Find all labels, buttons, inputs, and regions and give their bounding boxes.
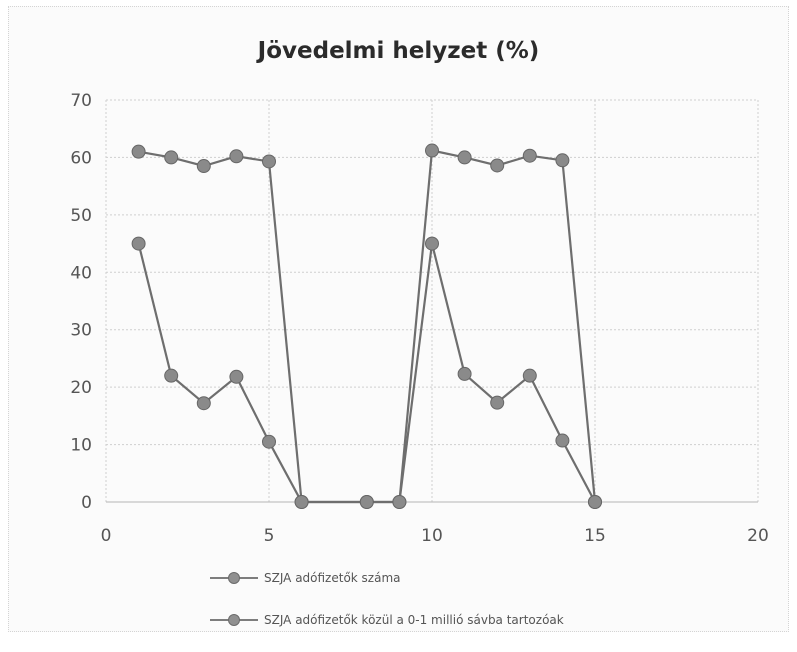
legend: SZJA adófizetők száma SZJA adófizetők kö… xyxy=(210,568,564,652)
data-point-series-2 xyxy=(262,434,276,449)
data-point-series-2 xyxy=(131,236,146,251)
data-point-series-1 xyxy=(229,149,244,164)
data-point-series-2 xyxy=(164,368,179,383)
legend-label-series-2: SZJA adófizetők közül a 0-1 millió sávba… xyxy=(264,613,564,627)
series-line-2 xyxy=(137,243,596,504)
y-tick-label: 60 xyxy=(70,148,92,168)
data-point-series-2 xyxy=(555,433,570,448)
data-point-series-2 xyxy=(425,236,439,251)
x-tick-label: 15 xyxy=(584,526,606,546)
legend-item-series-2: SZJA adófizetők közül a 0-1 millió sávba… xyxy=(210,610,564,630)
data-point-series-1 xyxy=(457,150,472,165)
legend-item-series-1: SZJA adófizetők száma xyxy=(210,568,564,588)
plot-area: 0 10 20 30 40 50 60 70 0 5 10 15 20 xyxy=(70,91,769,546)
data-point-series-2 xyxy=(196,396,211,411)
y-tick-label: 20 xyxy=(70,378,92,398)
data-point-series-2 xyxy=(229,369,244,384)
data-point-series-1 xyxy=(131,144,146,159)
x-tick-label: 0 xyxy=(101,526,112,546)
x-tick-label: 5 xyxy=(264,526,275,546)
data-point-series-2 xyxy=(588,495,602,509)
data-point-series-2 xyxy=(490,395,505,410)
data-point-series-2 xyxy=(392,495,407,509)
x-tick-label: 10 xyxy=(421,526,443,546)
data-point-series-2 xyxy=(522,368,537,383)
data-point-series-1 xyxy=(522,148,537,163)
series-line-1 xyxy=(138,149,597,504)
data-point-series-2 xyxy=(294,495,309,509)
y-tick-label: 0 xyxy=(81,493,92,513)
y-tick-label: 30 xyxy=(70,321,92,341)
data-point-series-2 xyxy=(359,495,374,509)
chart-frame xyxy=(8,6,789,632)
y-tick-label: 40 xyxy=(70,263,92,283)
x-tick-label: 20 xyxy=(747,526,769,546)
y-tick-label: 70 xyxy=(70,91,92,111)
data-point-series-1 xyxy=(425,143,439,158)
legend-marker-icon xyxy=(210,614,258,626)
data-point-series-1 xyxy=(490,158,505,173)
data-point-series-2 xyxy=(457,366,472,381)
data-point-series-1 xyxy=(262,154,276,169)
y-tick-label: 10 xyxy=(70,436,92,456)
data-point-series-1 xyxy=(555,153,570,168)
chart-title: Jövedelmi helyzet (%) xyxy=(257,38,540,64)
legend-marker-icon xyxy=(210,572,258,584)
data-point-series-1 xyxy=(164,150,179,165)
legend-label-series-1: SZJA adófizetők száma xyxy=(264,571,401,585)
data-point-series-1 xyxy=(196,159,211,174)
y-tick-label: 50 xyxy=(70,206,92,226)
